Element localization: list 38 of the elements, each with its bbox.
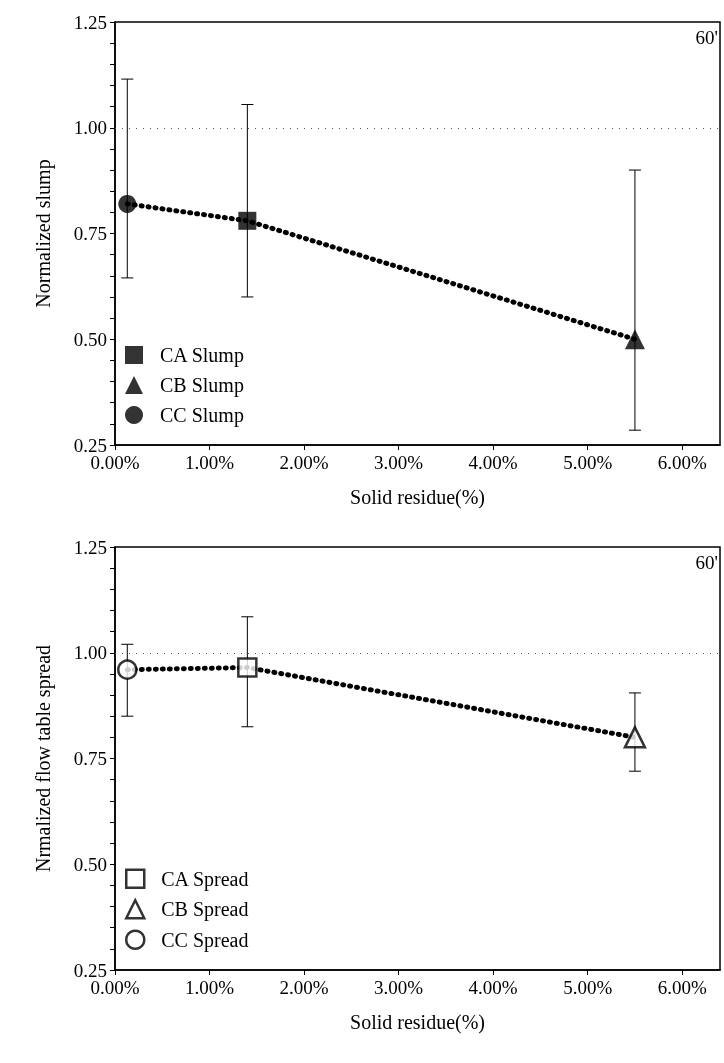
x-axis-title: Solid residue(%) [350,486,485,509]
x-tick-label: 5.00% [563,452,613,473]
point [118,194,137,213]
point [237,657,258,678]
y-tick-label: 0.75 [73,748,107,769]
y-axis-title: Normalized slump [32,159,55,308]
point [117,659,138,680]
y-tick-label: 1.00 [73,117,107,139]
point [624,329,645,350]
y-tick-label: 1.25 [73,536,107,558]
legend-label: CC Spread [161,928,249,952]
legend-label: CA Spread [161,867,249,891]
x-tick-label: 2.00% [279,977,329,998]
x-tick-label: 6.00% [657,977,707,998]
y-tick-label: 1.00 [73,642,107,664]
x-tick-label: 2.00% [279,452,329,473]
y-tick-label: 1.25 [73,11,107,33]
x-tick-label: 4.00% [468,977,518,998]
y-axis-title: Nrmalized flow table spread [32,644,55,873]
point [238,211,257,230]
x-tick-label: 1.00% [184,452,235,473]
legend-label: CA Slump [160,344,244,367]
legend-label: CC Slump [160,404,244,427]
y-tick-label: 0.75 [73,223,107,244]
x-tick-label: 6.00% [657,452,707,473]
legend-label: CB Slump [160,374,244,397]
y-tick-label: 0.50 [73,328,107,350]
legend-label: CB Spread [161,898,249,922]
x-axis-title: Solid residue(%) [350,1011,485,1034]
x-tick-label: 3.00% [374,452,424,473]
x-tick-label: 3.00% [374,977,424,998]
annotation: 60' [695,552,719,573]
point [623,726,647,749]
y-tick-label: 0.50 [73,853,107,875]
annotation: 60' [695,27,719,48]
x-tick-label: 5.00% [563,977,613,998]
x-tick-label: 1.00% [184,977,235,998]
x-tick-label: 4.00% [468,452,518,473]
